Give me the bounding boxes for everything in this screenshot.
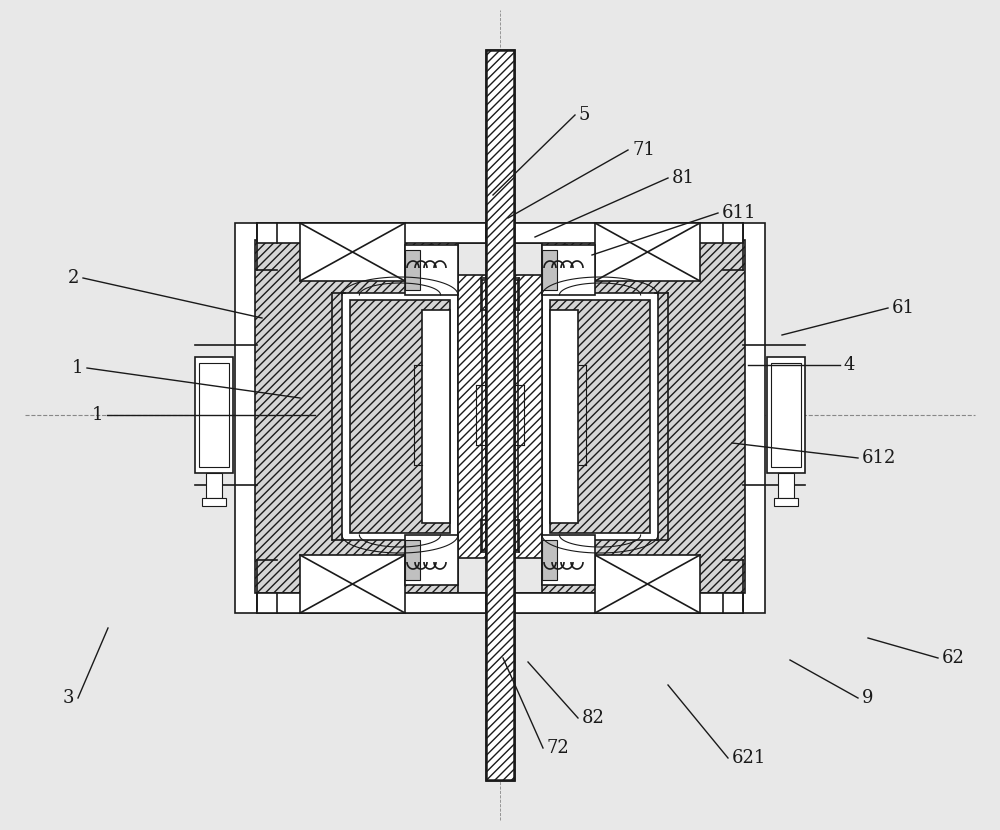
Polygon shape [458, 275, 486, 558]
Polygon shape [342, 293, 458, 540]
Polygon shape [774, 498, 798, 506]
Bar [486, 50, 514, 780]
Polygon shape [255, 240, 458, 593]
Text: 612: 612 [862, 449, 896, 467]
Polygon shape [514, 593, 743, 613]
Polygon shape [542, 535, 595, 585]
Polygon shape [405, 250, 420, 290]
Polygon shape [514, 593, 743, 613]
Polygon shape [743, 223, 765, 613]
Polygon shape [405, 245, 458, 295]
Polygon shape [199, 363, 229, 467]
Polygon shape [767, 357, 805, 473]
Polygon shape [542, 250, 557, 290]
Text: 72: 72 [547, 739, 570, 757]
Polygon shape [542, 540, 557, 580]
Polygon shape [514, 275, 542, 558]
Polygon shape [350, 300, 450, 533]
Text: 611: 611 [722, 204, 757, 222]
Text: 82: 82 [582, 709, 605, 727]
Polygon shape [257, 593, 486, 613]
Polygon shape [542, 293, 658, 540]
Text: 5: 5 [579, 106, 590, 124]
Text: 62: 62 [942, 649, 965, 667]
Polygon shape [542, 245, 595, 295]
Text: 621: 621 [732, 749, 766, 767]
Text: 3: 3 [62, 689, 74, 707]
Polygon shape [550, 310, 578, 523]
Polygon shape [514, 223, 743, 243]
Polygon shape [206, 473, 222, 498]
Polygon shape [195, 357, 233, 473]
Text: 81: 81 [672, 169, 695, 187]
Text: 9: 9 [862, 689, 874, 707]
Text: 1: 1 [72, 359, 83, 377]
Text: 1: 1 [92, 406, 103, 424]
Polygon shape [202, 498, 226, 506]
Polygon shape [595, 223, 700, 281]
Polygon shape [514, 223, 743, 243]
Text: 2: 2 [68, 269, 79, 287]
Polygon shape [405, 540, 420, 580]
Polygon shape [257, 593, 486, 613]
Polygon shape [405, 535, 458, 585]
Polygon shape [771, 363, 801, 467]
Polygon shape [257, 223, 486, 243]
Polygon shape [550, 300, 650, 533]
Polygon shape [778, 473, 794, 498]
Polygon shape [595, 555, 700, 613]
Text: 4: 4 [844, 356, 855, 374]
Text: 71: 71 [632, 141, 655, 159]
Polygon shape [257, 223, 486, 243]
Polygon shape [542, 240, 745, 593]
Polygon shape [300, 223, 405, 281]
Bar [486, 50, 514, 780]
Polygon shape [422, 310, 450, 523]
Polygon shape [235, 223, 257, 613]
Text: 61: 61 [892, 299, 915, 317]
Polygon shape [300, 555, 405, 613]
